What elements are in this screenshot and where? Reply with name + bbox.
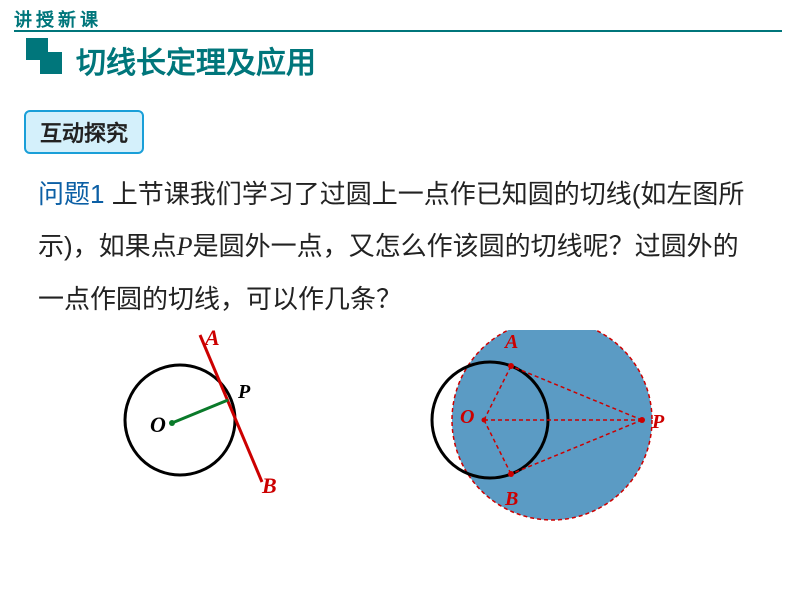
left-label-B: B — [261, 473, 277, 498]
right-b-dot — [508, 471, 514, 477]
left-label-O: O — [150, 412, 166, 437]
right-big-circle — [452, 330, 652, 520]
right-label-A: A — [503, 331, 518, 353]
question-label: 问题1 — [38, 179, 104, 209]
right-label-B: B — [504, 488, 518, 510]
section-icon — [26, 38, 64, 76]
left-center-dot — [169, 420, 175, 426]
question-text: 问题1 上节课我们学习了过圆上一点作已知圆的切线(如左图所示)，如果点P是圆外一… — [38, 168, 758, 325]
diagram-area: O A B P O A B P — [0, 330, 794, 590]
left-label-A: A — [203, 330, 220, 350]
right-a-dot — [508, 363, 514, 369]
header-label: 讲授新课 — [14, 6, 102, 32]
right-label-P: P — [651, 411, 665, 433]
right-p-dot — [639, 417, 645, 423]
right-center-dot — [482, 418, 487, 423]
diagrams-svg: O A B P O A B P — [0, 330, 794, 590]
interactive-badge: 互动探究 — [24, 110, 144, 154]
left-diagram: O A B P — [125, 330, 277, 498]
header-underline — [14, 30, 782, 32]
left-radius — [172, 400, 228, 423]
right-diagram: O A B P — [432, 330, 665, 520]
left-label-P: P — [237, 381, 251, 403]
section-title: 切线长定理及应用 — [76, 38, 316, 82]
question-p: P — [177, 232, 193, 261]
right-label-O: O — [460, 406, 474, 428]
